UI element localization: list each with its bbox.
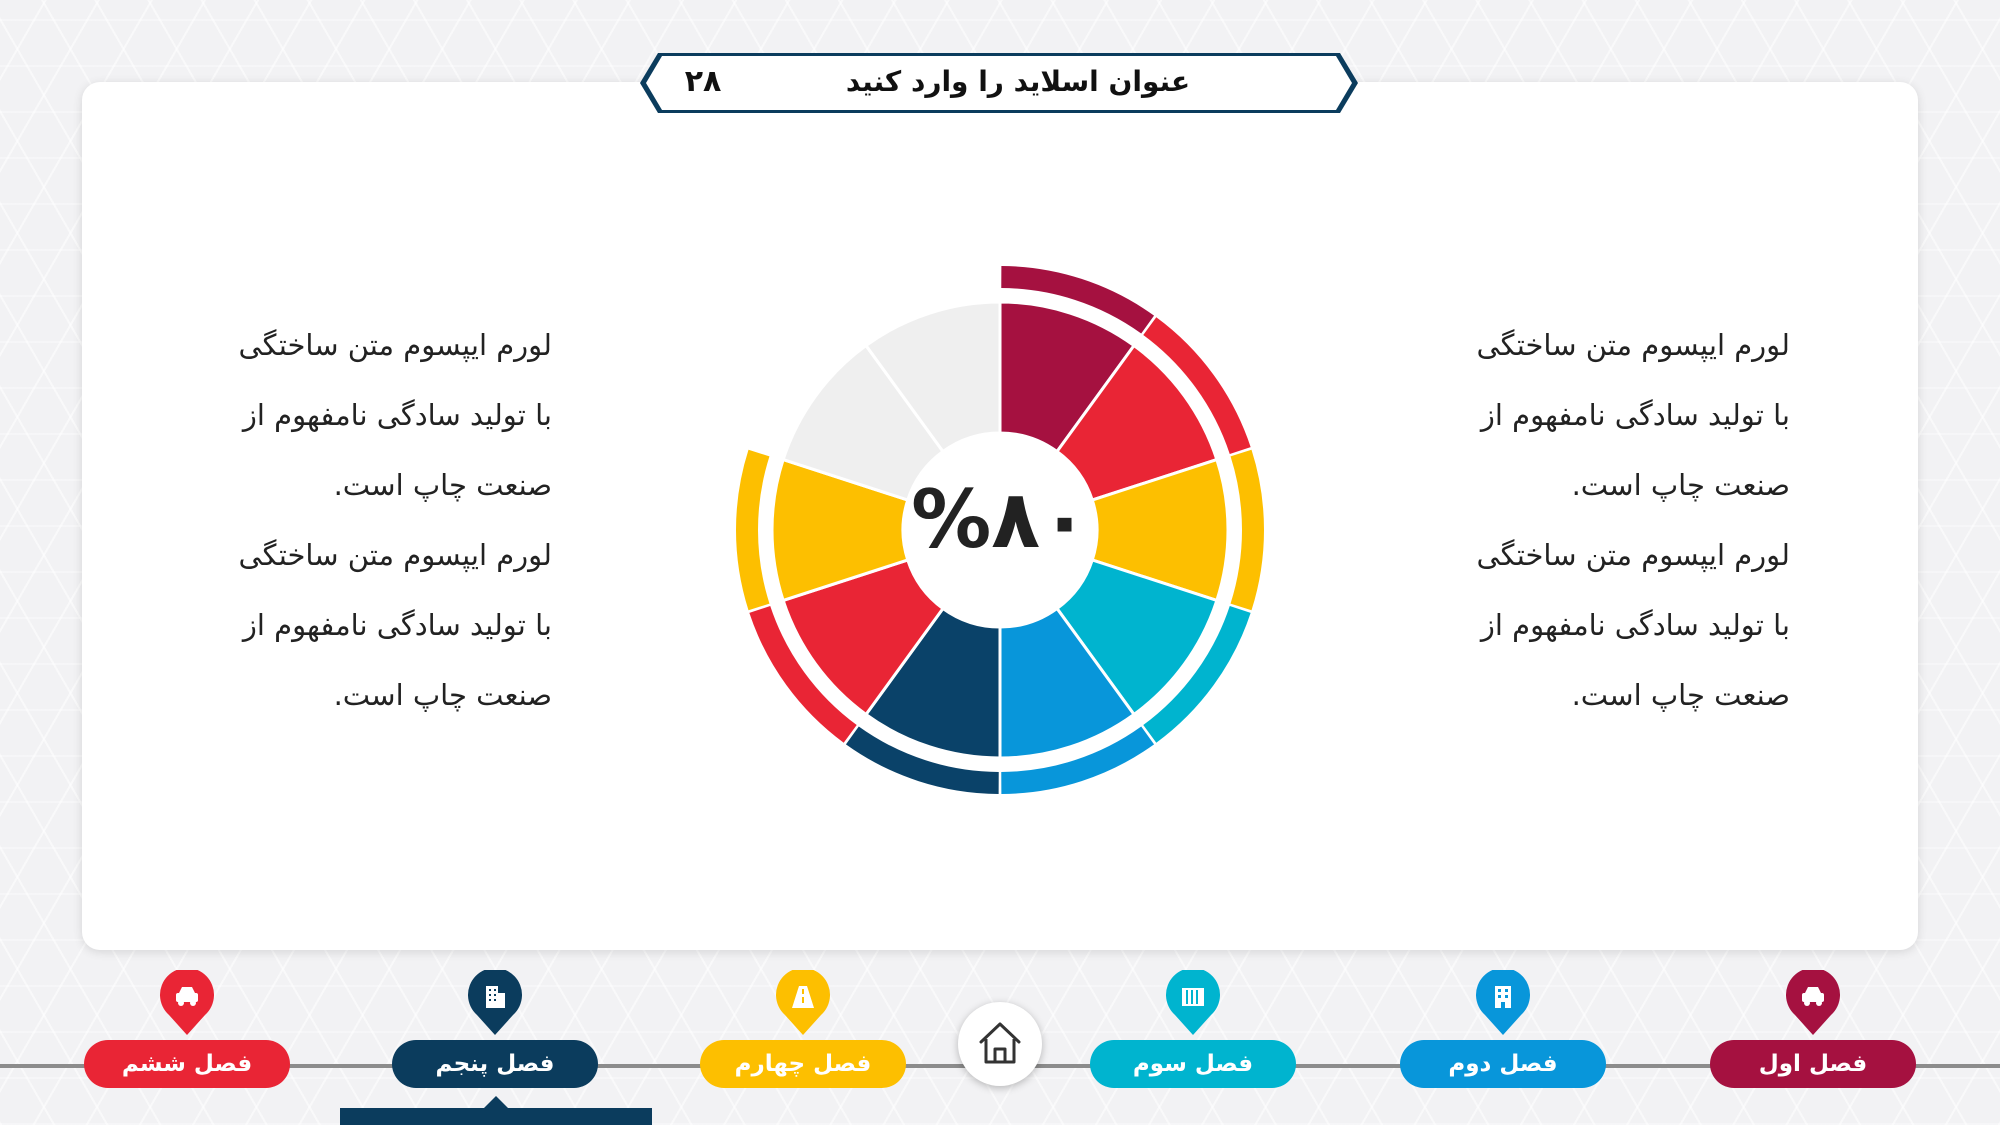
outer-ring-segment (1143, 605, 1251, 743)
nav-item-chapter-2[interactable]: فصل دوم (1400, 970, 1606, 1090)
pie-chart (736, 266, 1264, 794)
text-line: لورم ایپسوم متن ساختگی (238, 538, 552, 572)
nav-item-label[interactable]: فصل چهارم (700, 1040, 906, 1088)
outer-ring-segment (845, 726, 999, 794)
slide-title: عنوان اسلاید را وارد کنید (845, 65, 1191, 98)
car-icon (1786, 970, 1840, 1035)
outer-ring-segment (736, 449, 770, 611)
text-line: با تولید سادگی نامفهوم از (242, 608, 552, 642)
nav-item-label[interactable]: فصل سوم (1090, 1040, 1296, 1088)
nav-item-chapter-4[interactable]: فصل چهارم (700, 970, 906, 1090)
nav-item-label[interactable]: فصل دوم (1400, 1040, 1606, 1088)
outer-ring-segment (1001, 726, 1155, 794)
building-icon (1476, 970, 1530, 1035)
center-value-label: %۸۰ (911, 473, 1089, 566)
outer-ring-segment (1143, 317, 1251, 455)
nav-item-chapter-3[interactable]: فصل سوم (1090, 970, 1296, 1090)
active-indicator-bar (340, 1108, 652, 1125)
nav-item-chapter-5[interactable]: فصل پنجم (392, 970, 598, 1090)
road-icon (776, 970, 830, 1035)
text-line: با تولید سادگی نامفهوم از (242, 398, 552, 432)
slide-number: ۲۸ (684, 64, 722, 99)
text-line: لورم ایپسوم متن ساختگی (1476, 328, 1790, 362)
text-line: صنعت چاپ است. (1571, 468, 1790, 502)
text-line: صنعت چاپ است. (333, 468, 552, 502)
pie-center-hole (903, 433, 1097, 627)
text-line: صنعت چاپ است. (333, 678, 552, 712)
text-line: لورم ایپسوم متن ساختگی (1476, 538, 1790, 572)
nav-item-chapter-6[interactable]: فصل ششم (84, 970, 290, 1090)
text-line: با تولید سادگی نامفهوم از (1480, 608, 1790, 642)
nav-item-label[interactable]: فصل ششم (84, 1040, 290, 1088)
text-line: با تولید سادگی نامفهوم از (1480, 398, 1790, 432)
text-line: صنعت چاپ است. (1571, 678, 1790, 712)
nav-item-chapter-1[interactable]: فصل اول (1710, 970, 1916, 1090)
outer-ring-segment (1230, 449, 1264, 611)
columns-icon (1166, 970, 1220, 1035)
car-icon (160, 970, 214, 1035)
home-icon (979, 1022, 1021, 1064)
active-indicator-notch (484, 1096, 508, 1108)
text-block-right: لورم ایپسوم متن ساختگی با تولید سادگی نا… (1390, 310, 1790, 730)
nav-item-label[interactable]: فصل پنجم (392, 1040, 598, 1088)
text-block-left: لورم ایپسوم متن ساختگی با تولید سادگی نا… (152, 310, 552, 730)
outer-ring-segment (1001, 266, 1155, 334)
office-icon (468, 970, 522, 1035)
home-button[interactable] (958, 1002, 1042, 1086)
title-banner-frame (640, 53, 1358, 113)
nav-item-label[interactable]: فصل اول (1710, 1040, 1916, 1088)
outer-ring-segment (749, 605, 857, 743)
title-banner: عنوان اسلاید را وارد کنید ۲۸ (638, 52, 1360, 114)
text-line: لورم ایپسوم متن ساختگی (238, 328, 552, 362)
